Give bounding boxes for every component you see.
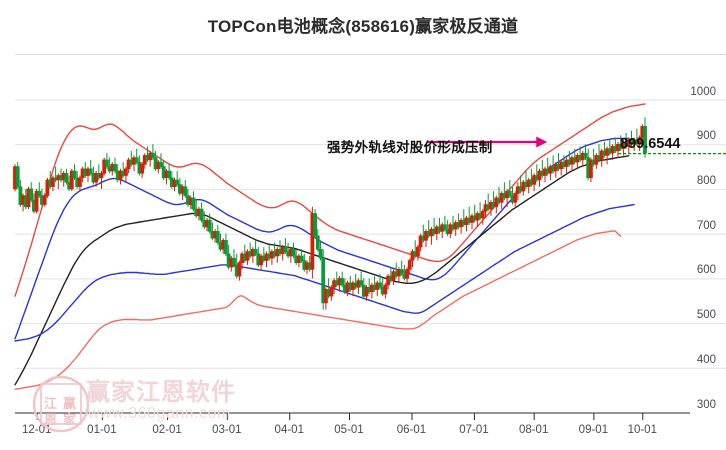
y-axis-tick-label: 1000 [690, 85, 716, 98]
y-axis-tick-label: 700 [696, 219, 716, 232]
x-axis-tick-label: 09-01 [578, 424, 609, 436]
x-axis-tick-label: 04-01 [274, 424, 304, 436]
y-axis-tick-label: 600 [696, 264, 716, 277]
seal-char-2: 赢 [63, 396, 77, 411]
x-axis-tick-label: 06-01 [396, 424, 427, 436]
seal-char-4: 家 [63, 412, 77, 427]
x-axis-tick-label: 05-01 [334, 424, 364, 436]
x-axis-tick-label: 01-01 [87, 424, 117, 436]
x-axis-tick-label: 07-01 [459, 424, 489, 436]
seal-char-3: 恩 [44, 412, 58, 427]
x-axis-tick-label: 08-01 [518, 424, 549, 436]
annotation-label: 强势外轨线对股价形成压制 [327, 140, 493, 155]
candlesticks [13, 117, 647, 310]
y-axis-tick-label: 300 [696, 398, 716, 411]
x-axis-tick-label: 12-01 [22, 424, 52, 436]
y-axis-tick-label: 400 [696, 353, 716, 366]
x-axis-tick-label: 02-01 [152, 424, 182, 436]
last-price-label: 899.6544 [620, 136, 681, 152]
gridlines [15, 54, 726, 414]
watermark-url: www.360gann.com [88, 405, 231, 422]
annotation-overlay [427, 136, 726, 155]
y-axis-tick-label: 500 [696, 309, 716, 322]
watermark-brand: 赢家江恩软件 [86, 379, 236, 406]
y-axis-tick-label: 900 [696, 130, 716, 143]
y-axis-tick-label: 800 [696, 174, 716, 187]
page-title: TOPCon电池概念(858616)赢家极反通道 [207, 17, 519, 36]
x-axis-tick-label: 10-01 [627, 424, 657, 436]
x-axis-tick-label: 03-01 [212, 424, 242, 436]
seal-char-1: 江 [44, 396, 58, 411]
watermark-seal-icon: 江 赢 恩 家 [32, 375, 90, 433]
